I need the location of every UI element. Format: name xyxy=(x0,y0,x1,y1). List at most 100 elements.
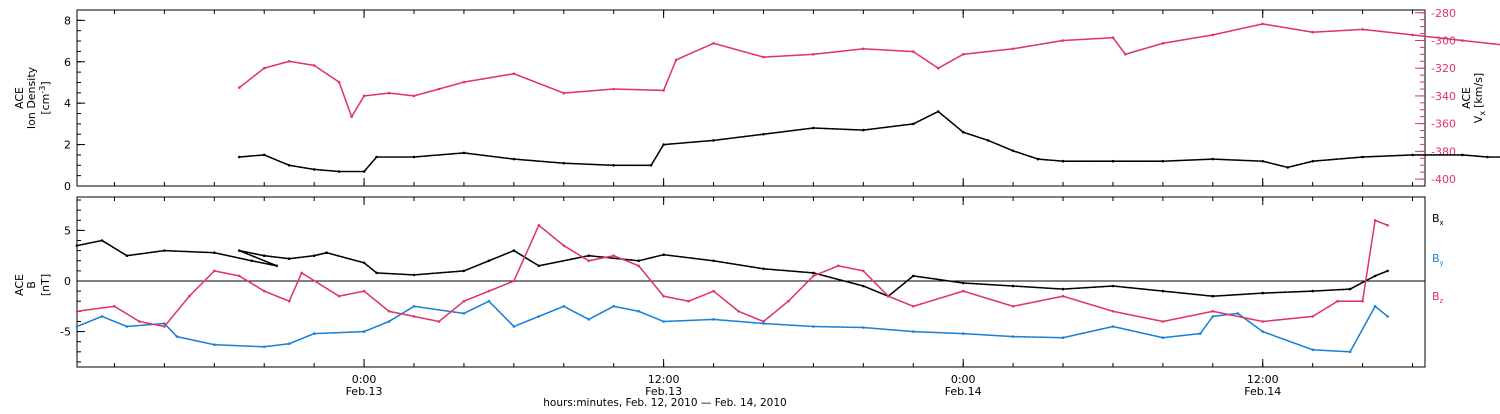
bx-point xyxy=(712,259,715,263)
by-point xyxy=(1236,312,1240,315)
bz-point xyxy=(287,299,291,303)
vx-tick-label: -360 xyxy=(1431,118,1456,131)
bx-point xyxy=(325,251,328,254)
density-point xyxy=(1036,157,1040,161)
bz-point xyxy=(1061,294,1065,298)
bx-point xyxy=(75,244,79,247)
bz-trace xyxy=(76,219,1389,328)
bx-point xyxy=(1348,287,1352,291)
b-tick-label: 0 xyxy=(64,275,71,288)
bz-point xyxy=(1386,224,1389,227)
by-point xyxy=(487,299,491,303)
bx-point xyxy=(912,274,915,278)
density-point xyxy=(986,139,990,142)
bx-point xyxy=(961,281,965,285)
by-point xyxy=(1311,348,1314,352)
b-tick-label: 5 xyxy=(64,224,71,237)
by-point xyxy=(1199,332,1202,335)
bz-point xyxy=(662,294,665,298)
by-point xyxy=(125,325,129,328)
by-point xyxy=(1386,315,1389,318)
by-point xyxy=(362,330,366,333)
density-point xyxy=(312,168,316,171)
b-tick-label: -5 xyxy=(60,326,71,339)
density-point xyxy=(1411,153,1414,157)
bx-point xyxy=(862,284,865,288)
density-point xyxy=(1161,159,1165,163)
density-point xyxy=(238,155,241,159)
x-tick-date-label: Feb.14 xyxy=(1244,385,1281,398)
vx-point xyxy=(387,91,391,95)
vx-trace xyxy=(238,23,1500,119)
bz-point xyxy=(163,325,166,328)
by-point xyxy=(387,320,391,323)
bx-point xyxy=(125,254,129,257)
density-point xyxy=(512,157,516,161)
density-label-line2: Ion Density xyxy=(25,66,38,129)
bz-point xyxy=(837,264,840,268)
bz-point xyxy=(138,320,141,323)
by-point xyxy=(462,312,466,315)
bx-point xyxy=(537,264,541,268)
bz-point xyxy=(462,299,466,303)
bz-point xyxy=(512,279,516,283)
bx-point xyxy=(250,259,253,263)
bz-point xyxy=(1011,305,1015,308)
bz-point xyxy=(961,289,965,293)
density-point xyxy=(812,126,815,130)
vx-point xyxy=(961,53,965,56)
vx-point xyxy=(350,115,353,118)
bx-point xyxy=(213,251,216,254)
bz-point xyxy=(562,244,566,247)
bz-point xyxy=(1111,310,1115,313)
bx-point xyxy=(1211,294,1215,298)
bz-point xyxy=(762,320,765,323)
bz-point xyxy=(75,310,79,313)
by-point xyxy=(961,332,965,335)
by-point xyxy=(1111,325,1115,328)
density-point xyxy=(662,143,665,146)
by-point xyxy=(1061,336,1065,340)
x-tick-date-label: Feb.13 xyxy=(645,385,682,398)
density-point xyxy=(1486,155,1489,159)
density-point xyxy=(1286,166,1289,169)
by-point xyxy=(562,305,566,308)
bz-point xyxy=(1336,299,1339,303)
bx-trace xyxy=(76,239,1389,298)
bx-point xyxy=(287,257,291,261)
b-unit-label: [nT] xyxy=(39,274,52,296)
density-point xyxy=(337,170,341,173)
bz-point xyxy=(537,224,541,227)
bz-point xyxy=(637,264,640,268)
bz-point xyxy=(437,320,441,323)
density-point xyxy=(912,122,915,126)
bz-point xyxy=(862,269,865,273)
density-point xyxy=(961,130,965,134)
density-tick-label: 6 xyxy=(64,56,71,69)
bz-point xyxy=(1161,320,1165,323)
by-point xyxy=(312,332,316,335)
density-tick-label: 0 xyxy=(64,180,71,193)
b-legend: Bx By Bz xyxy=(1432,212,1444,305)
density-point xyxy=(762,132,765,136)
bx-point xyxy=(1161,289,1165,293)
bz-point xyxy=(1261,320,1264,323)
by-point xyxy=(912,330,915,333)
bz-point xyxy=(787,299,790,303)
bx-point xyxy=(1261,291,1264,295)
by-point xyxy=(213,343,216,347)
bx-point xyxy=(238,249,241,252)
density-point xyxy=(1461,153,1464,157)
by-point xyxy=(1161,336,1165,340)
vx-tick-label: -280 xyxy=(1431,7,1456,20)
bx-point xyxy=(275,264,279,268)
bx-point xyxy=(1373,274,1377,278)
bz-point xyxy=(912,305,915,308)
by-point xyxy=(1348,350,1352,354)
bz-point xyxy=(337,294,341,298)
bottom-panel-frame xyxy=(76,196,1426,368)
density-point xyxy=(1111,159,1115,163)
plot-marks: 0 2 4 6 8 -280 -300 -320 -340 -360 -380 -400 -5 0 5 0:0… xyxy=(60,7,1500,398)
x-tick-time-label: 12:00 xyxy=(648,373,680,386)
vx-point xyxy=(262,66,266,70)
